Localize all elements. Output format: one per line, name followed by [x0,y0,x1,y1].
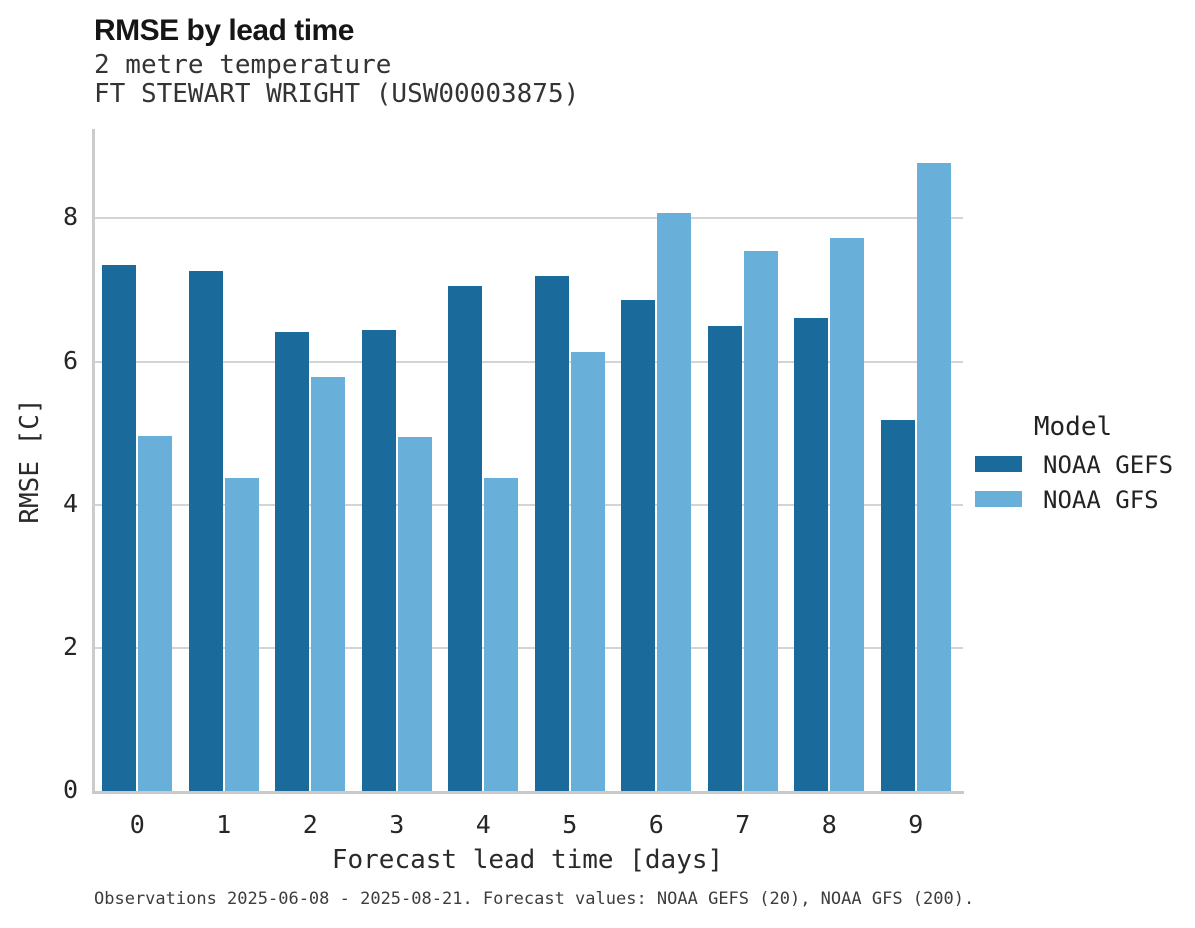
plot-area [92,129,964,794]
bar-noaa-gefs-lead-3 [361,330,396,791]
chart-title: RMSE by lead time [94,14,354,47]
y-tick-label-0: 0 [62,775,78,804]
legend-swatch-noaa-gfs [975,491,1022,507]
gridline-y-8 [94,217,963,220]
bar-noaa-gefs-lead-8 [794,317,829,791]
bar-noaa-gefs-lead-9 [880,419,915,791]
bar-noaa-gfs-lead-2 [311,377,346,791]
y-tick-label-4: 4 [62,488,78,518]
x-tick-label-3: 3 [389,810,405,839]
bar-noaa-gefs-lead-5 [534,276,569,791]
y-axis-title: RMSE [C] [15,398,45,524]
x-tick-label-8: 8 [821,810,837,839]
bar-noaa-gfs-lead-7 [743,250,778,791]
bar-noaa-gfs-lead-6 [657,213,692,791]
bar-noaa-gefs-lead-4 [448,286,483,791]
gridline-y-6 [94,360,963,363]
bar-noaa-gefs-lead-2 [275,331,310,791]
bar-noaa-gefs-lead-7 [707,325,742,791]
legend: Model NOAA GEFS NOAA GFS [975,412,1185,514]
bar-noaa-gfs-lead-5 [570,351,605,791]
legend-label-noaa-gfs: NOAA GFS [1043,486,1159,514]
x-axis-line [92,791,964,794]
x-tick-label-9: 9 [908,810,924,839]
caption-note: Observations 2025-06-08 - 2025-08-21. Fo… [94,889,975,909]
x-tick-label-6: 6 [648,810,664,839]
bar-noaa-gefs-lead-1 [188,270,223,791]
chart-subtitle-variable: 2 metre temperature [94,50,392,80]
y-tick-label-6: 6 [62,345,78,375]
x-tick-label-2: 2 [302,810,318,839]
y-tick-label-2: 2 [62,631,78,661]
x-tick-label-0: 0 [129,810,145,839]
x-tick-label-1: 1 [216,810,232,839]
bar-noaa-gfs-lead-1 [224,478,259,791]
x-tick-label-7: 7 [735,810,751,839]
gridline-y-4 [94,503,963,506]
bar-noaa-gfs-lead-9 [916,162,951,791]
bar-noaa-gfs-lead-4 [484,478,519,791]
bar-noaa-gefs-lead-0 [102,264,137,791]
bar-noaa-gfs-lead-3 [397,436,432,791]
bar-noaa-gfs-lead-8 [830,237,865,791]
chart-subtitle-station: FT STEWART WRIGHT (USW00003875) [94,79,580,109]
y-tick-label-8: 8 [62,202,78,232]
x-tick-label-5: 5 [562,810,578,839]
y-axis-spine [92,129,95,794]
gridline-y-2 [94,646,963,649]
x-tick-label-4: 4 [475,810,491,839]
legend-title: Model [1033,412,1113,442]
bar-noaa-gefs-lead-6 [621,300,656,791]
x-axis-title: Forecast lead time [days] [331,845,724,875]
legend-label-noaa-gefs: NOAA GEFS [1043,451,1174,479]
bar-noaa-gfs-lead-0 [138,436,173,791]
legend-swatch-noaa-gefs [975,456,1022,472]
